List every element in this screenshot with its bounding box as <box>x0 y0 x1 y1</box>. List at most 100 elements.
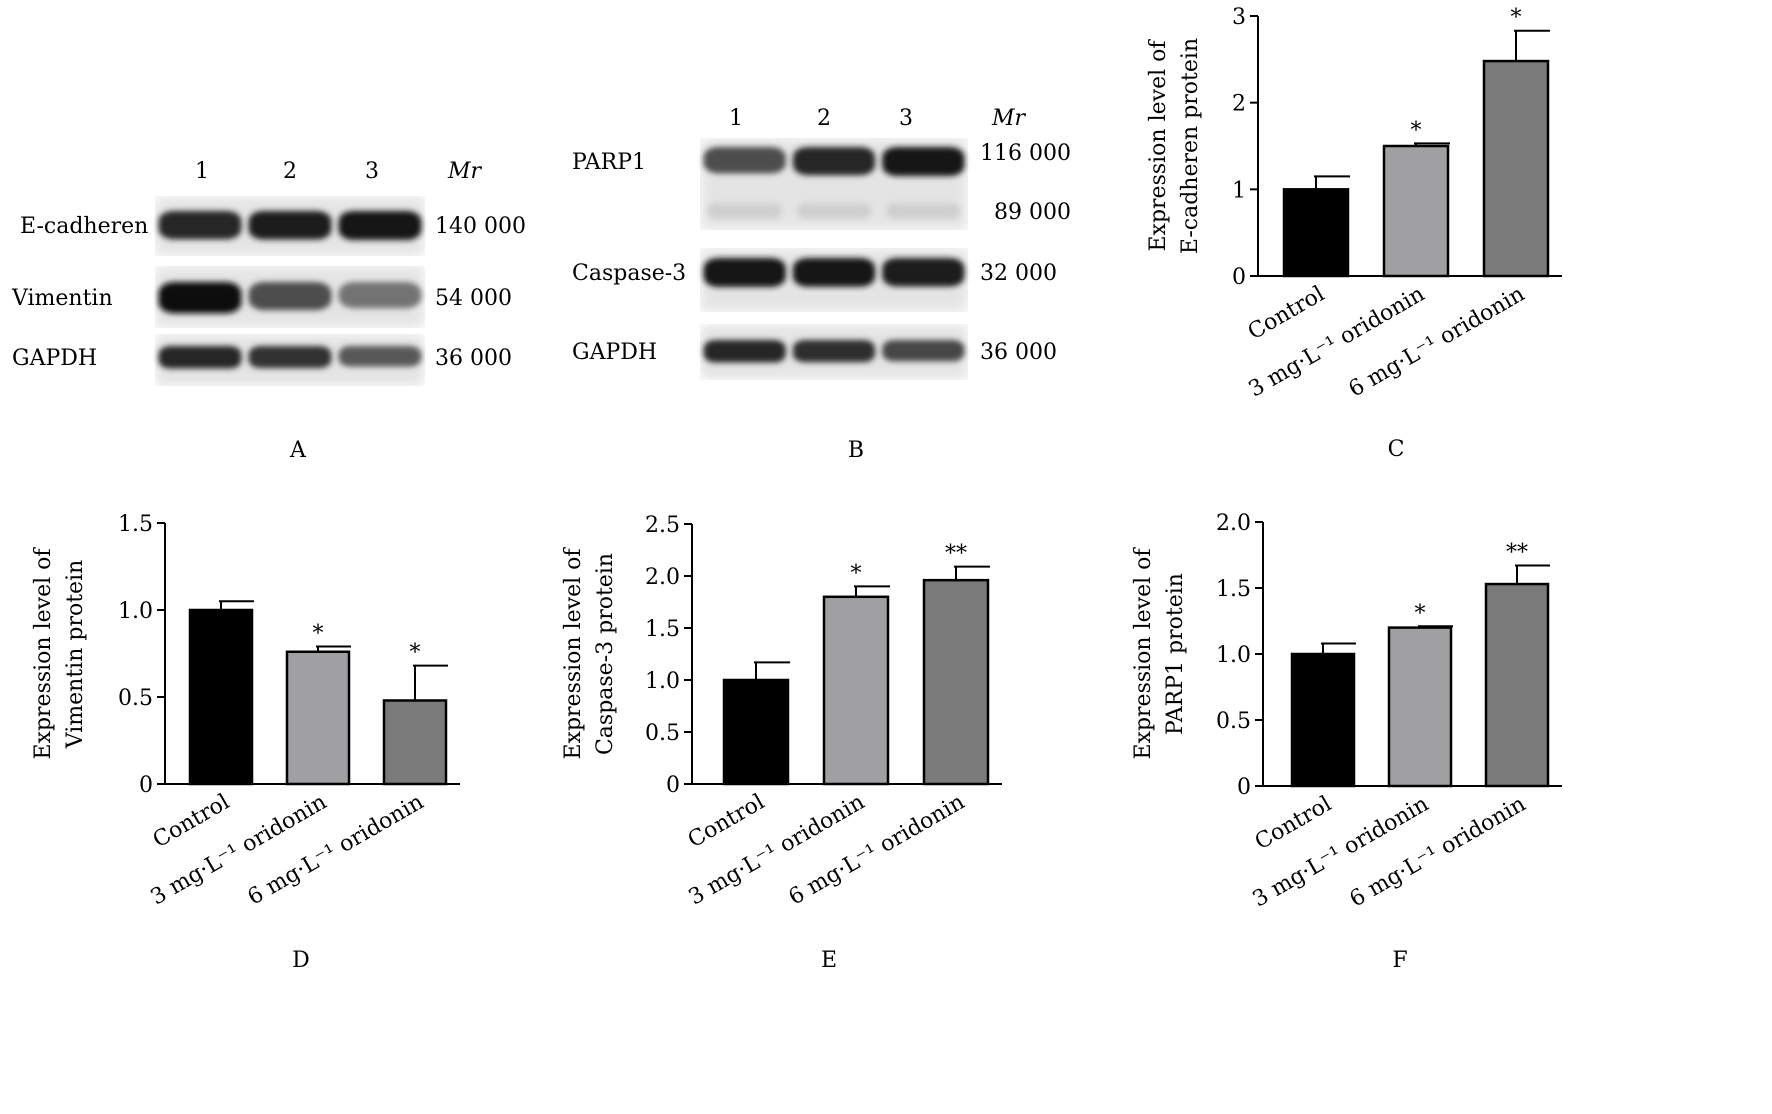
category-label: Control <box>1251 792 1336 856</box>
bar <box>1290 652 1356 788</box>
protein-label: GAPDH <box>12 346 97 371</box>
category-label: Control <box>684 790 769 854</box>
panel-letter: A <box>289 438 307 463</box>
bar <box>822 595 890 786</box>
bar <box>922 578 990 786</box>
panel-letter: F <box>1392 948 1407 973</box>
bar <box>382 699 448 786</box>
lane-number: 1 <box>195 159 209 184</box>
blot-band-faint <box>796 203 872 219</box>
y-tick-label: 1.5 <box>645 617 680 642</box>
category-label: 3 mg·L⁻¹ oridonin <box>147 790 331 911</box>
lane-number: 2 <box>817 106 831 131</box>
blot-band <box>338 282 422 309</box>
blot-band <box>882 340 965 362</box>
blot-band <box>248 211 332 240</box>
blot-band <box>248 346 332 369</box>
panel-letter: D <box>292 948 310 973</box>
y-axis-title: Expression level of <box>1146 39 1171 252</box>
y-tick-label: 0 <box>1237 775 1251 800</box>
mw-label: 116 000 <box>980 141 1071 166</box>
y-tick-label: 2.0 <box>645 565 680 590</box>
mw-label: 140 000 <box>435 214 526 239</box>
y-tick-label: 2 <box>1232 92 1246 117</box>
panel-letter: B <box>848 438 864 463</box>
bar <box>285 650 351 786</box>
significance-marker: * <box>410 641 421 666</box>
significance-marker: * <box>313 622 324 647</box>
significance-marker: * <box>1511 6 1522 31</box>
y-axis-title: E-cadheren protein <box>1178 38 1203 254</box>
mr-header: Mr <box>447 159 483 184</box>
y-tick-label: 1.5 <box>1216 577 1251 602</box>
category-label: 3 mg·L⁻¹ oridonin <box>1249 792 1433 913</box>
mw-label-second: 89 000 <box>994 200 1071 225</box>
blot-band <box>882 147 965 177</box>
y-tick-label: 0 <box>139 773 153 798</box>
mw-label: 36 000 <box>980 340 1057 365</box>
blot-band-faint <box>886 203 961 219</box>
y-tick-label: 1.5 <box>118 512 153 537</box>
lane-number: 3 <box>365 159 379 184</box>
blot-band <box>703 258 786 288</box>
blot-band <box>792 147 876 176</box>
y-tick-label: 0.5 <box>645 721 680 746</box>
blot-band <box>338 346 422 367</box>
lane-number: 1 <box>729 106 743 131</box>
category-label: 6 mg·L⁻¹ oridonin <box>244 790 428 911</box>
significance-marker: ** <box>945 542 967 567</box>
blot-band-faint <box>707 203 782 219</box>
significance-marker: * <box>1411 118 1422 143</box>
blot-band <box>158 282 242 314</box>
y-tick-label: 2.5 <box>645 513 680 538</box>
y-tick-label: 2.0 <box>1216 511 1251 536</box>
significance-marker: * <box>1415 601 1426 626</box>
blot-band <box>703 340 786 363</box>
y-tick-label: 1.0 <box>1216 643 1251 668</box>
category-label: 6 mg·L⁻¹ oridonin <box>1345 282 1529 403</box>
bar <box>1482 59 1550 278</box>
category-label: 6 mg·L⁻¹ oridonin <box>785 790 969 911</box>
lane-number: 3 <box>899 106 913 131</box>
blot-band <box>882 258 965 287</box>
y-tick-label: 1 <box>1232 178 1246 203</box>
y-tick-label: 1.0 <box>645 669 680 694</box>
mw-label: 54 000 <box>435 286 512 311</box>
bar <box>1387 626 1453 788</box>
significance-marker: ** <box>1506 541 1528 566</box>
bar <box>1382 144 1450 278</box>
category-label: Control <box>149 790 234 854</box>
category-label: Control <box>1244 282 1329 346</box>
blot-band <box>792 258 876 287</box>
protein-label: PARP1 <box>572 150 646 175</box>
blot-band <box>158 346 242 369</box>
protein-label: E-cadheren <box>20 214 148 239</box>
blot-band <box>158 211 242 240</box>
blot-band <box>792 340 876 363</box>
y-axis-title: Vimentin protein <box>63 560 88 750</box>
panel-letter: C <box>1388 437 1405 462</box>
y-axis-title: Expression level of <box>31 547 56 760</box>
significance-marker: * <box>851 561 862 586</box>
blot-band <box>703 147 786 174</box>
lane-number: 2 <box>283 159 297 184</box>
y-axis-title: PARP1 protein <box>1163 573 1188 735</box>
category-label: 6 mg·L⁻¹ oridonin <box>1346 792 1530 913</box>
mw-label: 32 000 <box>980 261 1057 286</box>
blot-band <box>248 282 332 311</box>
category-label: 3 mg·L⁻¹ oridonin <box>685 790 869 911</box>
category-label: 3 mg·L⁻¹ oridonin <box>1245 282 1429 403</box>
protein-label: Caspase-3 <box>572 261 686 286</box>
y-tick-label: 0.5 <box>1216 709 1251 734</box>
y-tick-label: 1.0 <box>118 599 153 624</box>
protein-label: GAPDH <box>572 340 657 365</box>
bar <box>1484 582 1550 788</box>
mw-label: 36 000 <box>435 346 512 371</box>
y-axis-title: Expression level of <box>561 547 586 760</box>
bar <box>1282 188 1350 278</box>
y-axis-title: Expression level of <box>1131 547 1156 760</box>
blot-band <box>338 211 422 241</box>
bar <box>722 678 790 786</box>
y-axis-title: Caspase-3 protein <box>593 553 618 755</box>
y-tick-label: 3 <box>1232 5 1246 30</box>
